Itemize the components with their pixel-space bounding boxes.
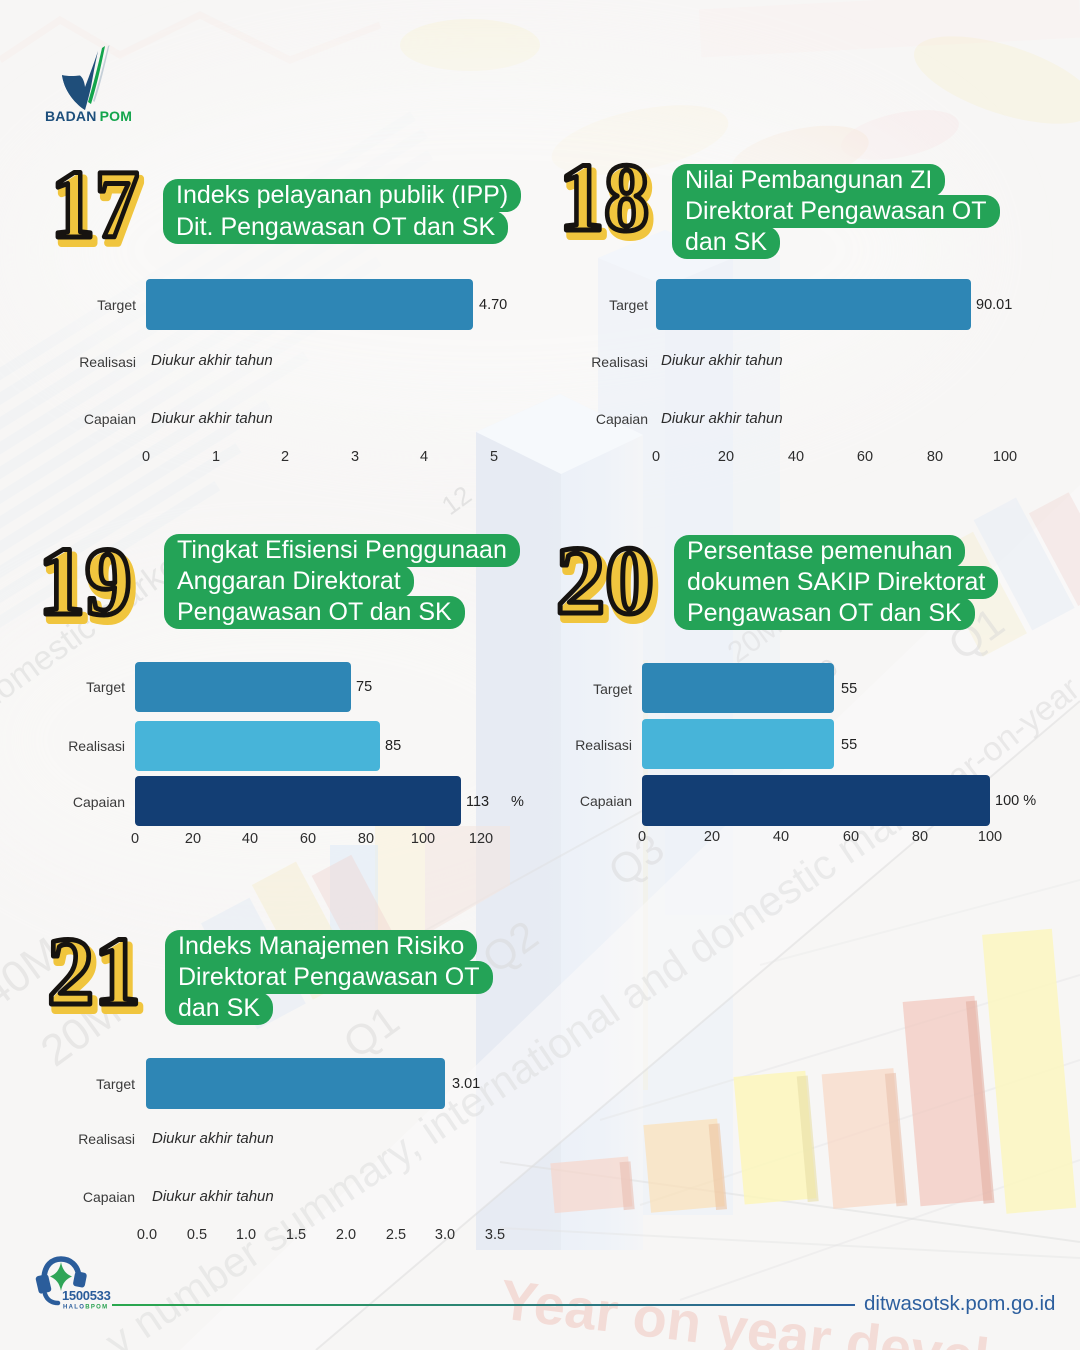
svg-text:18: 18 — [559, 144, 649, 252]
svg-text:21: 21 — [47, 917, 140, 1026]
svg-text:1500533: 1500533 — [62, 1288, 111, 1303]
svg-text:21: 21 — [51, 923, 144, 1032]
svg-text:20: 20 — [560, 533, 658, 641]
svg-text:Q1: Q1 — [335, 996, 408, 1067]
svg-text:17: 17 — [51, 151, 139, 259]
svg-text:19: 19 — [42, 533, 135, 642]
svg-text:19: 19 — [38, 527, 131, 636]
svg-text:12: 12 — [436, 480, 477, 521]
svg-text:17: 17 — [54, 157, 142, 265]
svg-text:18: 18 — [563, 150, 653, 258]
svg-text:20: 20 — [556, 527, 654, 635]
svg-text:HALOBPOM: HALOBPOM — [63, 1305, 108, 1311]
